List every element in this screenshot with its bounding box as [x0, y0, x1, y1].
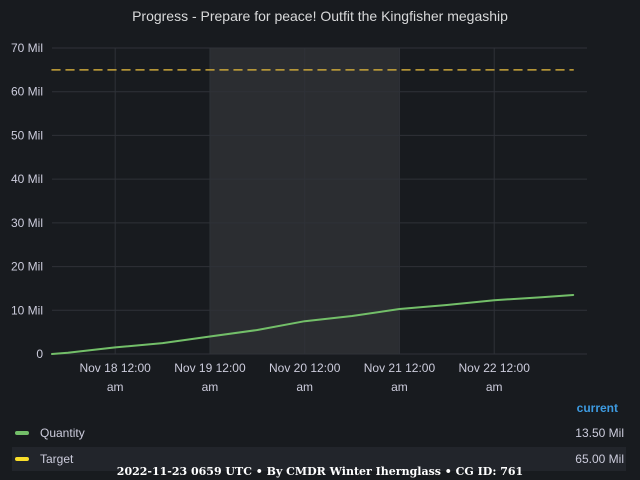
quantity-swatch-icon [15, 431, 29, 435]
series-lines [51, 69, 575, 355]
grid-lines [52, 47, 587, 355]
y-tick-label: 10 Mil [11, 303, 43, 317]
x-tick-label: Nov 21 12:00 [364, 361, 436, 375]
y-tick-label: 50 Mil [11, 128, 43, 142]
x-tick-label: am [486, 380, 503, 394]
legend-value: 13.50 Mil [575, 426, 624, 440]
y-axis-tick-labels: 0 10 Mil 20 Mil 30 Mil 40 Mil 50 Mil 60 Mil 70 … [11, 41, 43, 361]
x-tick-label: Nov 20 12:00 [269, 361, 341, 375]
legend-value: 65.00 Mil [575, 452, 624, 466]
x-tick-label: am [107, 380, 124, 394]
footer-credit: 2022-11-23 0659 UTC • By CMDR Winter Ihe… [116, 465, 524, 478]
x-axis-tick-labels: Nov 18 12:00 am Nov 19 12:00 am Nov 20 12:00… [79, 361, 530, 394]
y-tick-label: 30 Mil [11, 216, 43, 230]
legend-item-quantity[interactable]: Quantity 13.50 Mil [12, 421, 626, 445]
x-tick-label: am [296, 380, 313, 394]
panel-title: Progress - Prepare for peace! Outfit the… [132, 8, 508, 24]
x-tick-label: Nov 22 12:00 [459, 361, 531, 375]
legend-label: Target [40, 452, 74, 466]
x-tick-label: am [391, 380, 408, 394]
legend-label: Quantity [40, 426, 85, 440]
x-tick-label: am [202, 380, 219, 394]
legend-column-current[interactable]: current [576, 401, 618, 415]
y-tick-label: 70 Mil [11, 41, 43, 55]
series-line-quantity [51, 294, 575, 355]
x-tick-label: Nov 19 12:00 [174, 361, 246, 375]
target-swatch-icon [15, 457, 29, 461]
chart-canvas[interactable]: 0 10 Mil 20 Mil 30 Mil 40 Mil 50 Mil 60 Mil 70 … [0, 0, 640, 400]
legend-item-target[interactable]: Target 65.00 Mil [12, 447, 626, 471]
y-tick-label: 20 Mil [11, 260, 43, 274]
y-tick-label: 0 [36, 347, 43, 361]
x-tick-label: Nov 18 12:00 [79, 361, 151, 375]
y-tick-label: 40 Mil [11, 172, 43, 186]
y-tick-label: 60 Mil [11, 85, 43, 99]
